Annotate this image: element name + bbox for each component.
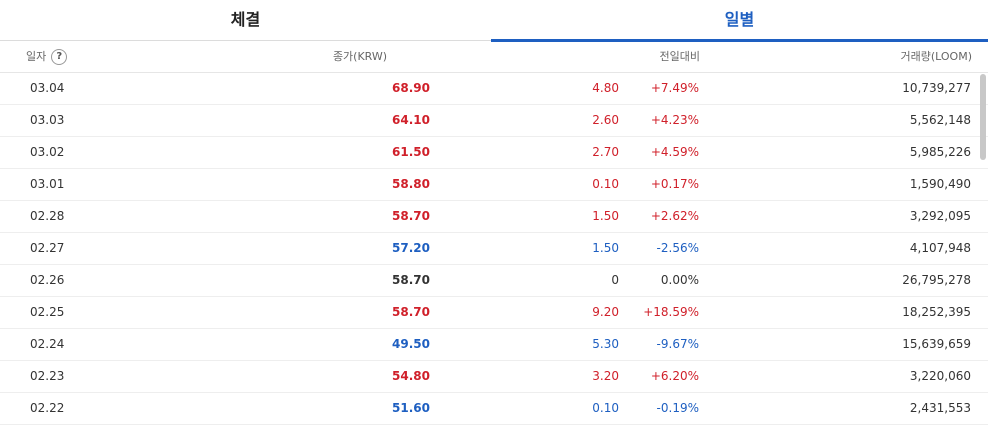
cell-change-percent: +6.20% <box>650 369 699 383</box>
column-header-volume: 거래량(LOOM) <box>900 50 973 63</box>
cell-date: 02.26 <box>30 273 65 287</box>
cell-date: 03.02 <box>30 145 65 159</box>
cell-change-percent: +0.17% <box>650 177 699 191</box>
cell-date: 02.24 <box>30 337 65 351</box>
table-header: 일자 ? 종가(KRW) 전일대비 거래량(LOOM) <box>0 42 988 73</box>
cell-close: 61.50 <box>392 145 430 159</box>
cell-change: 4.80 <box>592 81 619 95</box>
column-header-date: 일자 ? <box>26 42 68 72</box>
cell-change: 1.50 <box>592 209 619 223</box>
cell-volume: 5,562,148 <box>909 113 971 127</box>
tab-bar: 체결 일별 <box>0 0 988 42</box>
column-header-close: 종가(KRW) <box>332 50 388 63</box>
cell-change: 0.10 <box>592 401 619 415</box>
cell-date: 02.23 <box>30 369 65 383</box>
cell-volume: 4,107,948 <box>909 241 971 255</box>
tab-trades[interactable]: 체결 <box>230 10 261 29</box>
cell-close: 57.20 <box>392 241 430 255</box>
cell-change-percent: +4.59% <box>650 145 699 159</box>
cell-close: 51.60 <box>392 401 430 415</box>
table-row: 02.27 57.20 1.50 -2.56% 4,107,948 <box>0 233 988 265</box>
cell-date: 03.01 <box>30 177 65 191</box>
cell-change-percent: +4.23% <box>650 113 699 127</box>
cell-change-percent: -2.56% <box>656 241 699 255</box>
cell-date: 02.22 <box>30 401 65 415</box>
cell-close: 58.70 <box>392 273 430 287</box>
cell-change-percent: +2.62% <box>650 209 699 223</box>
active-tab-indicator <box>491 39 988 42</box>
cell-close: 54.80 <box>392 369 430 383</box>
table-row: 02.28 58.70 1.50 +2.62% 3,292,095 <box>0 201 988 233</box>
cell-close: 68.90 <box>392 81 430 95</box>
tab-daily[interactable]: 일별 <box>724 10 755 29</box>
cell-close: 64.10 <box>392 113 430 127</box>
cell-volume: 1,590,490 <box>909 177 971 191</box>
scrollbar-thumb[interactable] <box>980 74 986 160</box>
cell-change-percent: -0.19% <box>656 401 699 415</box>
table-row: 02.23 54.80 3.20 +6.20% 3,220,060 <box>0 361 988 393</box>
table-row: 03.04 68.90 4.80 +7.49% 10,739,277 <box>0 73 988 105</box>
cell-change: 2.60 <box>592 113 619 127</box>
table-row: 02.25 58.70 9.20 +18.59% 18,252,395 <box>0 297 988 329</box>
cell-change-percent: +18.59% <box>643 305 699 319</box>
table-row: 02.24 49.50 5.30 -9.67% 15,639,659 <box>0 329 988 361</box>
cell-change: 0.10 <box>592 177 619 191</box>
cell-date: 02.25 <box>30 305 65 319</box>
cell-close: 58.80 <box>392 177 430 191</box>
cell-date: 02.27 <box>30 241 65 255</box>
cell-change-percent: +7.49% <box>650 81 699 95</box>
column-header-change: 전일대비 <box>659 50 700 63</box>
cell-volume: 26,795,278 <box>902 273 971 287</box>
daily-price-table: 03.04 68.90 4.80 +7.49% 10,739,277 03.03 64.10… <box>0 73 988 425</box>
cell-change-percent: -9.67% <box>656 337 699 351</box>
cell-volume: 18,252,395 <box>902 305 971 319</box>
cell-close: 49.50 <box>392 337 430 351</box>
cell-close: 58.70 <box>392 305 430 319</box>
cell-date: 03.04 <box>30 81 65 95</box>
cell-change: 0 <box>611 273 619 287</box>
cell-change-percent: 0.00% <box>660 273 699 287</box>
cell-change: 2.70 <box>592 145 619 159</box>
table-row: 03.02 61.50 2.70 +4.59% 5,985,226 <box>0 137 988 169</box>
cell-volume: 10,739,277 <box>902 81 971 95</box>
cell-date: 03.03 <box>30 113 65 127</box>
cell-change: 1.50 <box>592 241 619 255</box>
table-row: 03.03 64.10 2.60 +4.23% 5,562,148 <box>0 105 988 137</box>
cell-close: 58.70 <box>392 209 430 223</box>
cell-volume: 15,639,659 <box>902 337 971 351</box>
column-header-date-label: 일자 <box>26 50 47 63</box>
cell-date: 02.28 <box>30 209 65 223</box>
cell-volume: 2,431,553 <box>909 401 971 415</box>
cell-change: 5.30 <box>592 337 619 351</box>
cell-volume: 3,220,060 <box>909 369 971 383</box>
cell-change: 9.20 <box>592 305 619 319</box>
cell-volume: 5,985,226 <box>909 145 971 159</box>
cell-change: 3.20 <box>592 369 619 383</box>
table-row: 02.22 51.60 0.10 -0.19% 2,431,553 <box>0 393 988 425</box>
help-icon[interactable]: ? <box>51 49 68 65</box>
table-row: 03.01 58.80 0.10 +0.17% 1,590,490 <box>0 169 988 201</box>
cell-volume: 3,292,095 <box>909 209 971 223</box>
table-row: 02.26 58.70 0 0.00% 26,795,278 <box>0 265 988 297</box>
